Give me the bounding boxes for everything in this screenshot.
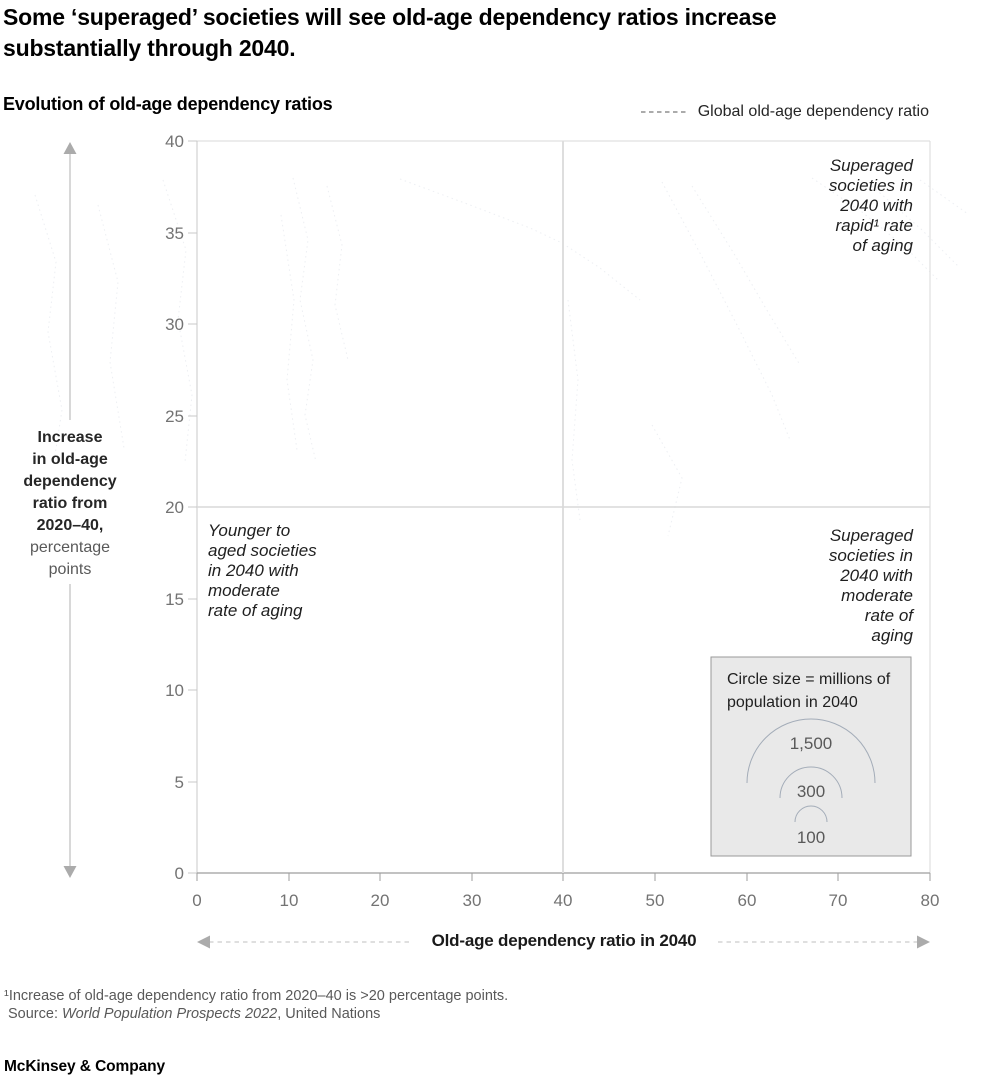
annotation-line: moderate bbox=[208, 581, 280, 600]
annotation-line: Superaged bbox=[829, 156, 913, 175]
size-legend-title: Circle size = millions of population in … bbox=[727, 668, 907, 714]
x-tick-label: 20 bbox=[371, 891, 390, 910]
arrow-right-icon bbox=[917, 935, 930, 949]
annotation-younger-moderate: Younger to aged societies in 2040 with m… bbox=[208, 521, 317, 621]
size-legend-value: 100 bbox=[797, 828, 825, 847]
y-axis-tick-labels: 40 35 30 25 20 15 10 5 0 bbox=[165, 132, 184, 883]
source-suffix: , United Nations bbox=[277, 1006, 381, 1022]
page-title-line: Some ‘superaged’ societies will see old-… bbox=[3, 4, 777, 30]
footnote: ¹Increase of old-age dependency ratio fr… bbox=[4, 988, 509, 1004]
y-tick-label: 30 bbox=[165, 315, 184, 334]
y-axis-title-line: dependency bbox=[23, 473, 117, 490]
x-tick-label: 60 bbox=[738, 891, 757, 910]
global-legend: Global old-age dependency ratio bbox=[640, 103, 929, 121]
y-axis-title: Increase in old-age dependency ratio fro… bbox=[0, 427, 140, 581]
page-title-line: substantially through 2040. bbox=[3, 35, 296, 61]
x-axis-ticks bbox=[196, 873, 931, 881]
annotation-line: 2040 with bbox=[840, 196, 913, 215]
x-axis-title: Old-age dependency ratio in 2040 bbox=[431, 931, 697, 950]
annotation-line: rate of aging bbox=[208, 601, 303, 620]
y-axis-arrow bbox=[63, 142, 77, 878]
size-circle-1500 bbox=[746, 718, 876, 784]
y-tick-label: 10 bbox=[165, 681, 184, 700]
faint-trajectory-traces bbox=[34, 177, 969, 537]
size-circle-300 bbox=[779, 766, 843, 799]
chart-subtitle: Evolution of old-age dependency ratios bbox=[3, 94, 333, 114]
x-tick-label: 10 bbox=[280, 891, 299, 910]
y-axis-ticks bbox=[188, 140, 197, 874]
annotation-line: Younger to bbox=[208, 521, 291, 540]
y-tick-label: 40 bbox=[165, 132, 184, 151]
annotation-line: societies in bbox=[828, 546, 913, 565]
y-axis-title-line: percentage bbox=[29, 539, 111, 556]
x-tick-label: 30 bbox=[463, 891, 482, 910]
annotation-superaged-moderate: Superaged societies in 2040 with moderat… bbox=[829, 526, 913, 646]
arrow-up-icon bbox=[63, 142, 77, 154]
quadrant-divider-lines bbox=[197, 141, 930, 873]
annotation-line: societies in bbox=[828, 176, 913, 195]
size-legend-title-line: Circle size = millions of bbox=[727, 671, 891, 688]
annotation-line: rate of bbox=[864, 606, 913, 625]
x-axis-tick-labels: 0 10 20 30 40 50 60 70 80 bbox=[192, 891, 939, 910]
source-prefix: Source: bbox=[8, 1006, 62, 1022]
y-axis-title-line: 2020–40, bbox=[36, 517, 104, 534]
source-line: Source: World Population Prospects 2022,… bbox=[8, 1006, 380, 1023]
x-tick-label: 80 bbox=[921, 891, 940, 910]
y-axis-title-line: ratio from bbox=[32, 495, 108, 512]
x-tick-label: 0 bbox=[192, 891, 201, 910]
dashed-line-icon bbox=[640, 111, 689, 113]
annotation-line: Superaged bbox=[829, 526, 913, 545]
y-axis-title-line: Increase bbox=[37, 429, 103, 446]
x-tick-label: 70 bbox=[829, 891, 848, 910]
brand-logo-text: McKinsey & Company bbox=[4, 1058, 165, 1075]
size-legend-box: 1,500 300 100 bbox=[710, 656, 912, 857]
y-tick-label: 35 bbox=[165, 224, 184, 243]
annotation-line: aging bbox=[871, 626, 913, 645]
annotation-line: rapid¹ rate bbox=[835, 216, 913, 235]
y-axis-title-line: points bbox=[48, 561, 92, 578]
x-tick-label: 50 bbox=[646, 891, 665, 910]
y-tick-label: 25 bbox=[165, 407, 184, 426]
size-circle-100 bbox=[794, 805, 828, 823]
annotation-superaged-rapid: Superaged societies in 2040 with rapid¹ … bbox=[829, 156, 913, 256]
size-legend-value: 1,500 bbox=[790, 734, 833, 753]
annotation-line: aged societies bbox=[208, 541, 317, 560]
y-tick-label: 20 bbox=[165, 498, 184, 517]
arrow-down-icon bbox=[63, 866, 77, 878]
y-axis-title-line: in old-age bbox=[32, 451, 108, 468]
annotation-line: moderate bbox=[841, 586, 913, 605]
x-axis-arrow bbox=[197, 935, 930, 949]
global-legend-label: Global old-age dependency ratio bbox=[697, 103, 929, 120]
size-legend-title-line: population in 2040 bbox=[727, 694, 858, 711]
arrow-left-icon bbox=[197, 935, 210, 949]
size-legend-arcs bbox=[746, 718, 876, 823]
y-tick-label: 5 bbox=[175, 773, 184, 792]
y-tick-label: 15 bbox=[165, 590, 184, 609]
page-title: Some ‘superaged’ societies will see old-… bbox=[3, 2, 943, 64]
x-tick-label: 40 bbox=[554, 891, 573, 910]
y-tick-label: 0 bbox=[175, 864, 184, 883]
annotation-line: in 2040 with bbox=[208, 561, 299, 580]
annotation-line: 2040 with bbox=[840, 566, 913, 585]
source-title: World Population Prospects 2022 bbox=[62, 1006, 278, 1022]
annotation-line: of aging bbox=[852, 236, 914, 255]
size-legend-value: 300 bbox=[797, 782, 825, 801]
